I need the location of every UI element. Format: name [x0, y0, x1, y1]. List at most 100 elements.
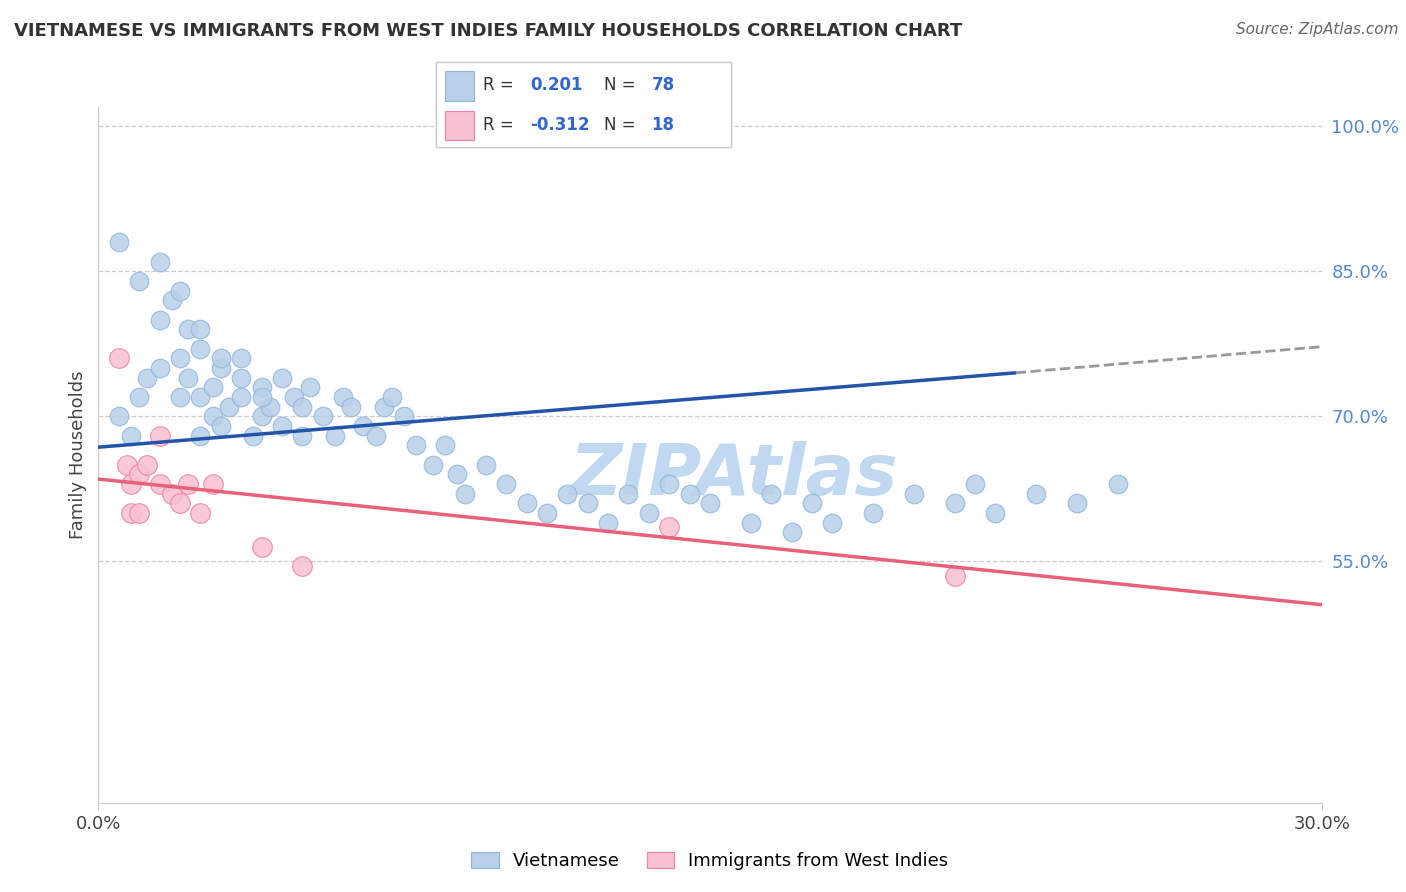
Point [679, 486, 702, 500]
Point [128, 274, 150, 288]
Point [801, 496, 824, 510]
Text: 78: 78 [651, 77, 675, 95]
Point [323, 428, 346, 442]
Point [149, 428, 172, 442]
Point [149, 254, 172, 268]
Point [201, 409, 224, 424]
Point [291, 428, 314, 442]
Point [149, 476, 172, 491]
Text: -0.312: -0.312 [530, 116, 591, 134]
Point [115, 458, 138, 472]
Point [188, 390, 212, 404]
Point [218, 400, 240, 414]
Point [250, 409, 273, 424]
Point [536, 506, 558, 520]
Point [201, 380, 224, 394]
Point [108, 235, 131, 250]
Point [943, 496, 966, 510]
Text: Source: ZipAtlas.com: Source: ZipAtlas.com [1236, 22, 1399, 37]
Point [188, 428, 212, 442]
Point [1066, 496, 1088, 510]
Point [454, 486, 477, 500]
Point [136, 458, 159, 472]
Point [291, 559, 314, 574]
Point [446, 467, 468, 482]
Point [405, 438, 427, 452]
Point [862, 506, 884, 520]
FancyBboxPatch shape [436, 62, 731, 147]
FancyBboxPatch shape [444, 71, 474, 101]
Point [259, 400, 281, 414]
Point [299, 380, 322, 394]
Point [128, 506, 150, 520]
Point [373, 400, 395, 414]
Point [169, 351, 191, 366]
Point [169, 496, 191, 510]
Y-axis label: Family Households: Family Households [69, 371, 87, 539]
Point [160, 293, 183, 308]
Legend: Vietnamese, Immigrants from West Indies: Vietnamese, Immigrants from West Indies [464, 845, 956, 877]
Point [188, 342, 212, 356]
Point [283, 390, 305, 404]
Point [169, 284, 191, 298]
Point [250, 380, 273, 394]
Point [177, 370, 200, 384]
Point [761, 486, 783, 500]
Point [943, 568, 966, 582]
Point [1107, 476, 1129, 491]
Point [231, 390, 253, 404]
Text: ZIPAtlas: ZIPAtlas [571, 442, 898, 510]
Point [128, 390, 150, 404]
Point [557, 486, 579, 500]
Point [821, 516, 844, 530]
Point [392, 409, 416, 424]
Text: R =: R = [484, 77, 519, 95]
Point [209, 361, 232, 376]
Point [780, 525, 803, 540]
Point [136, 370, 159, 384]
Point [209, 351, 232, 366]
Point [340, 400, 363, 414]
Point [740, 516, 762, 530]
Text: N =: N = [605, 77, 641, 95]
Point [250, 540, 273, 554]
Point [495, 476, 517, 491]
Point [598, 516, 620, 530]
Point [270, 419, 294, 434]
Point [188, 506, 212, 520]
Point [422, 458, 444, 472]
Point [699, 496, 721, 510]
Point [617, 486, 640, 500]
Point [231, 351, 253, 366]
Text: VIETNAMESE VS IMMIGRANTS FROM WEST INDIES FAMILY HOUSEHOLDS CORRELATION CHART: VIETNAMESE VS IMMIGRANTS FROM WEST INDIE… [14, 22, 962, 40]
Text: R =: R = [484, 116, 519, 134]
Point [312, 409, 335, 424]
Point [188, 322, 212, 336]
Point [576, 496, 599, 510]
Point [658, 520, 681, 534]
Point [658, 476, 681, 491]
Point [149, 361, 172, 376]
Point [1025, 486, 1047, 500]
Point [332, 390, 354, 404]
Point [120, 476, 142, 491]
Point [516, 496, 538, 510]
Point [270, 370, 294, 384]
Point [120, 428, 142, 442]
Point [108, 409, 131, 424]
Text: N =: N = [605, 116, 641, 134]
Point [169, 390, 191, 404]
Point [149, 312, 172, 326]
Point [381, 390, 404, 404]
Point [984, 506, 1007, 520]
FancyBboxPatch shape [444, 111, 474, 140]
Point [209, 419, 232, 434]
Point [128, 467, 150, 482]
Point [201, 476, 224, 491]
Point [242, 428, 264, 442]
Point [108, 351, 131, 366]
Text: 0.201: 0.201 [530, 77, 583, 95]
Point [177, 322, 200, 336]
Text: 18: 18 [651, 116, 675, 134]
Point [250, 390, 273, 404]
